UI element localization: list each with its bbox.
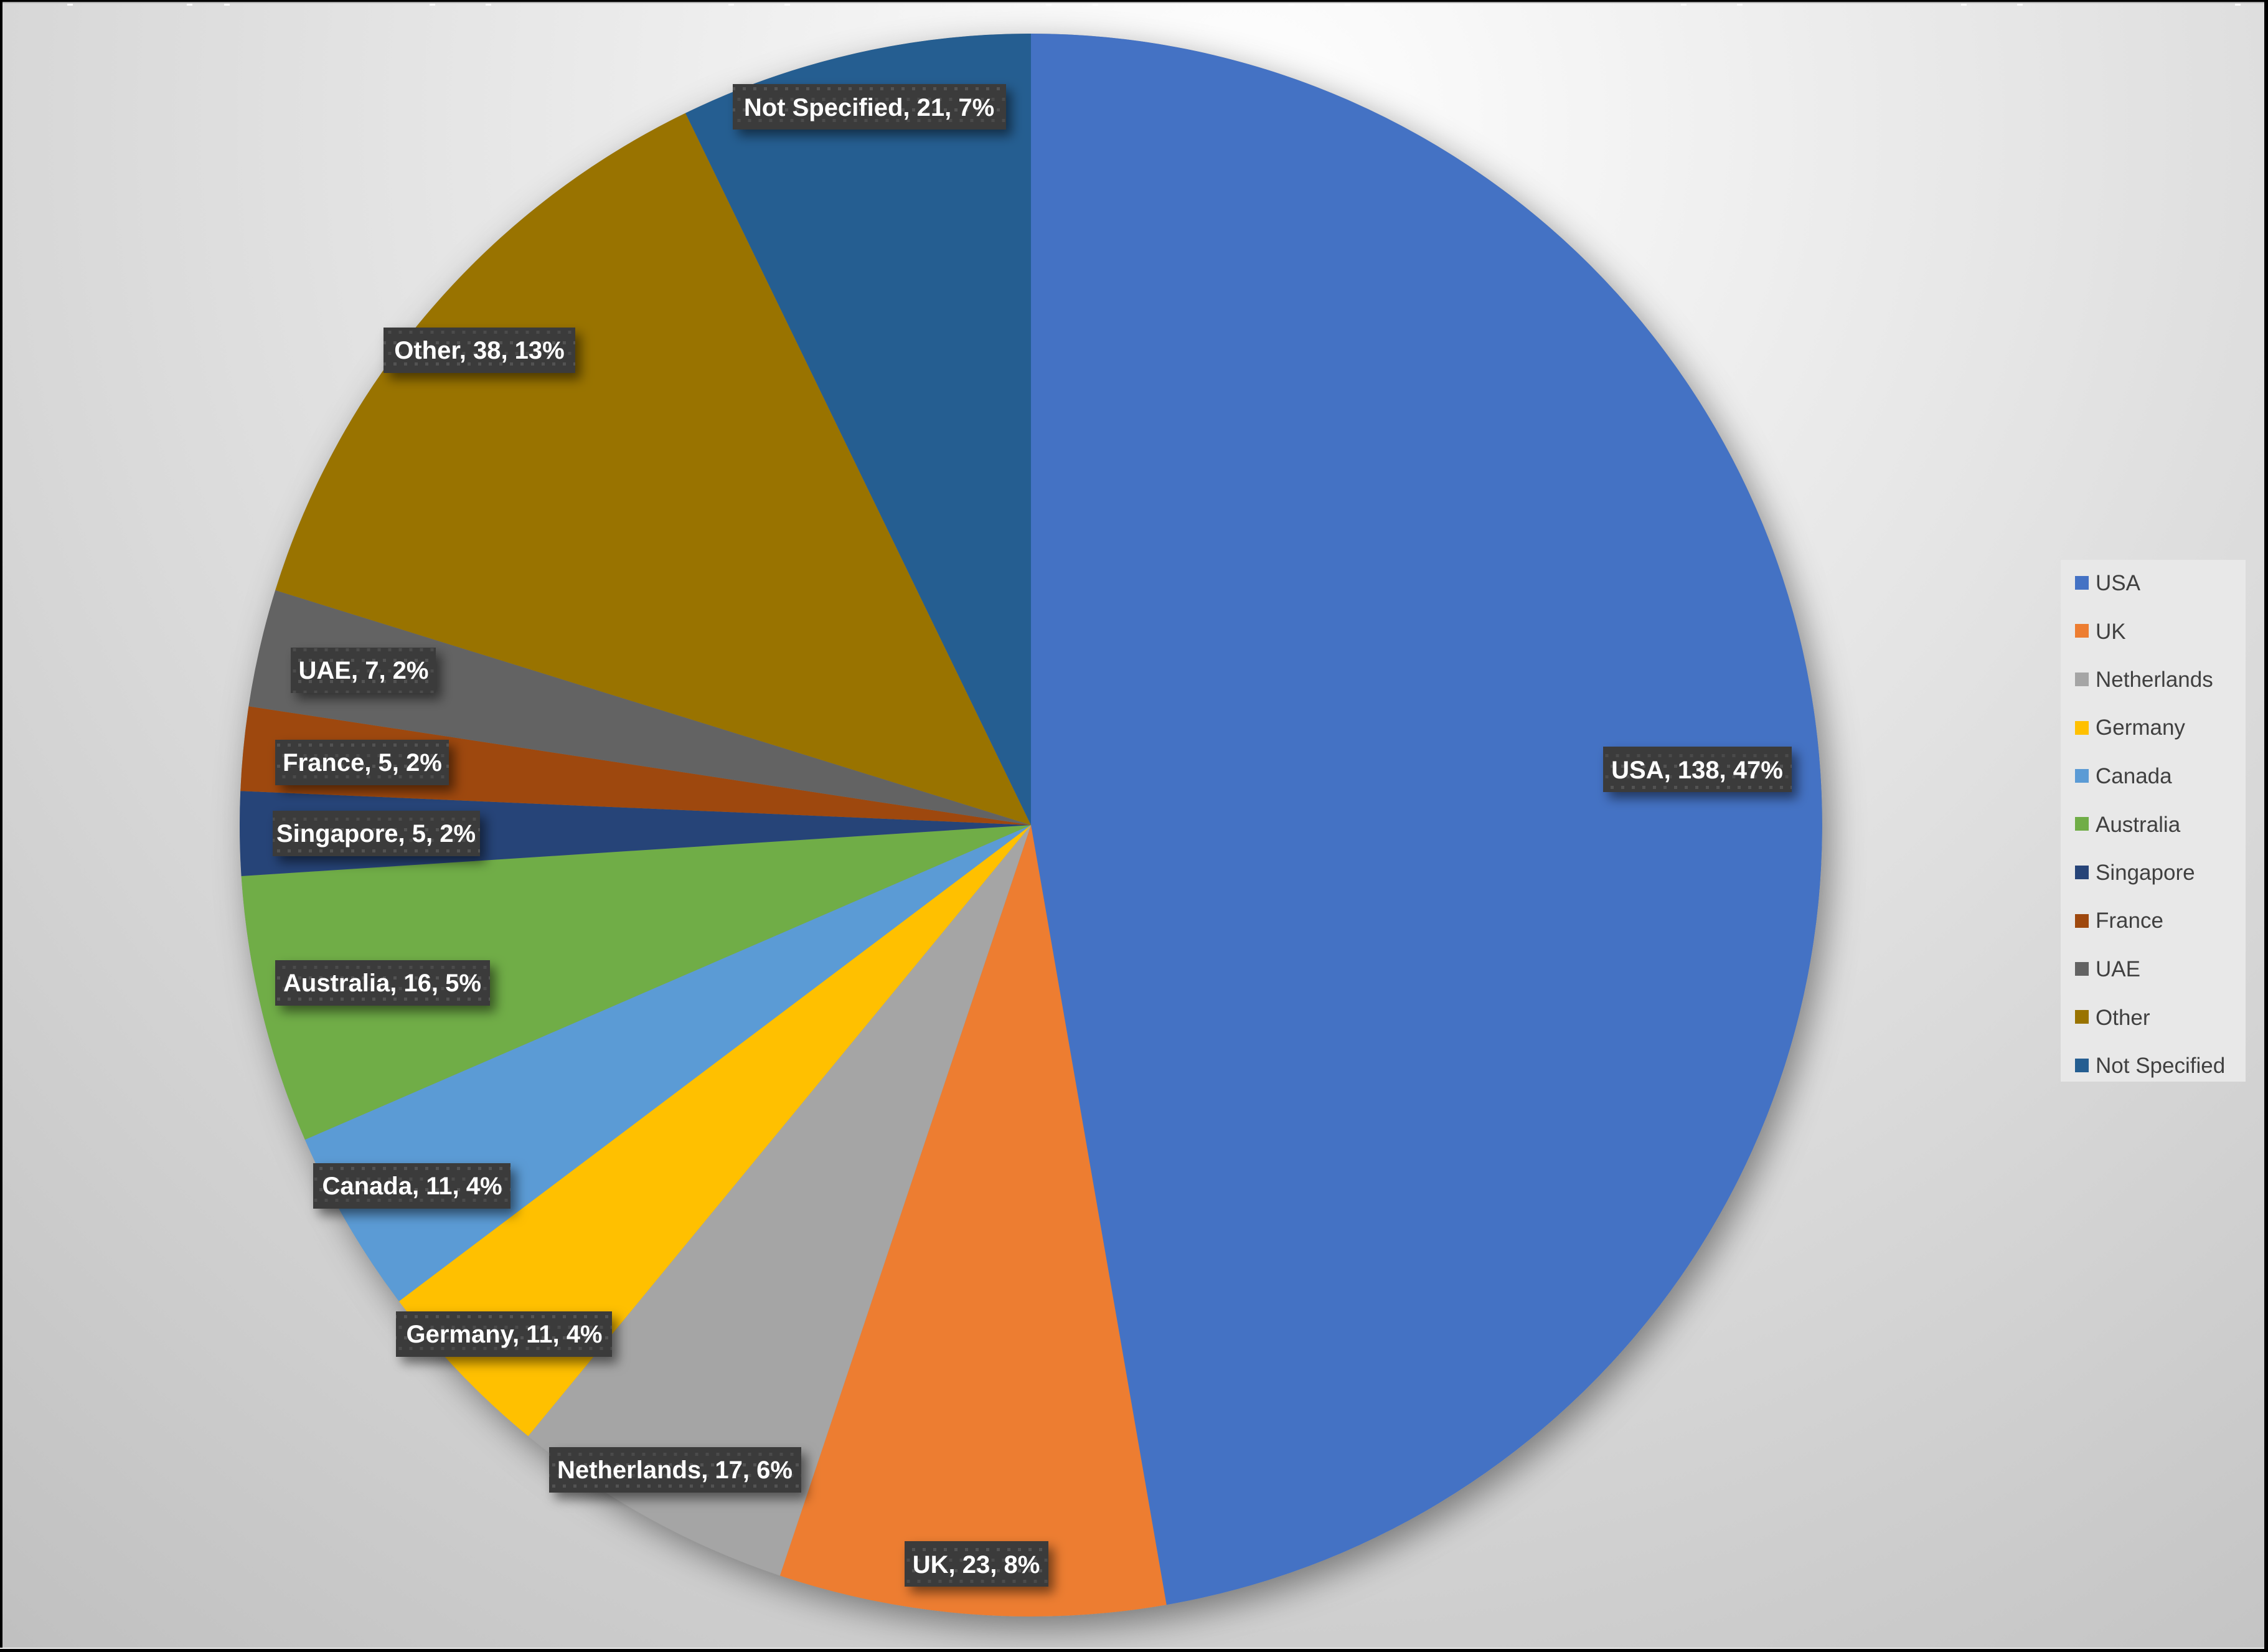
svg-text:Netherlands: Netherlands (2096, 668, 2213, 692)
svg-text:UK, 23, 8%: UK, 23, 8% (913, 1551, 1040, 1579)
svg-text:UK: UK (2096, 620, 2126, 644)
svg-text:Canada: Canada (2096, 764, 2172, 788)
svg-text:UAE: UAE (2096, 957, 2140, 981)
svg-text:USA: USA (2096, 571, 2141, 595)
svg-text:Netherlands, 17, 6%: Netherlands, 17, 6% (557, 1456, 793, 1484)
svg-text:Singapore, 5, 2%: Singapore, 5, 2% (276, 820, 476, 847)
svg-text:USA, 138, 47%: USA, 138, 47% (1611, 757, 1783, 784)
svg-text:Other: Other (2096, 1006, 2150, 1030)
svg-text:Other, 38, 13%: Other, 38, 13% (394, 337, 564, 364)
svg-text:Australia, 16, 5%: Australia, 16, 5% (283, 970, 481, 997)
svg-text:UAE, 7, 2%: UAE, 7, 2% (299, 657, 429, 684)
svg-text:Germany: Germany (2096, 715, 2185, 740)
svg-text:Not Specified: Not Specified (2096, 1054, 2225, 1078)
svg-text:France, 5, 2%: France, 5, 2% (283, 749, 442, 776)
svg-text:Germany, 11, 4%: Germany, 11, 4% (407, 1321, 603, 1348)
svg-text:Canada, 11, 4%: Canada, 11, 4% (322, 1173, 502, 1200)
svg-text:Singapore: Singapore (2096, 861, 2195, 885)
svg-text:France: France (2096, 909, 2163, 933)
svg-text:Australia: Australia (2096, 813, 2181, 837)
svg-text:Not Specified, 21, 7%: Not Specified, 21, 7% (744, 94, 994, 121)
